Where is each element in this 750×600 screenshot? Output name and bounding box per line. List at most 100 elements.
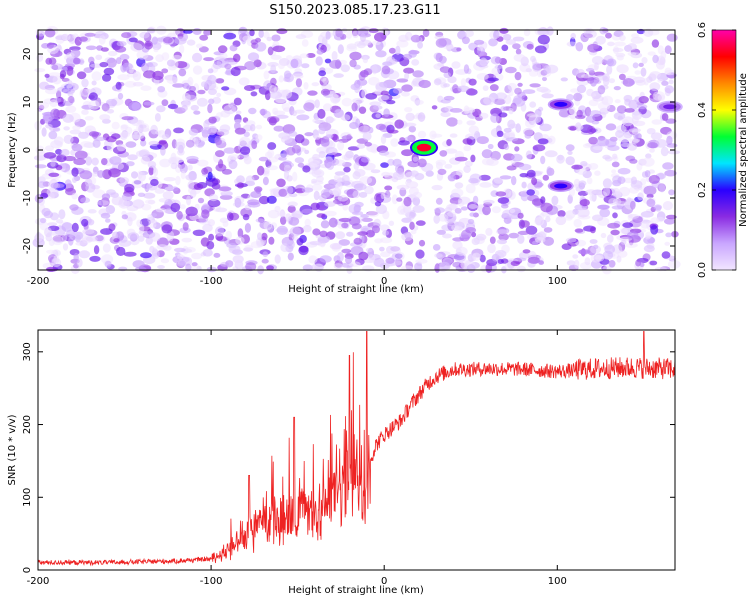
heatmap-cell xyxy=(338,217,352,223)
heatmap-cell xyxy=(410,170,419,177)
heatmap-cell xyxy=(283,70,292,79)
heatmap-cell xyxy=(170,157,184,164)
heatmap-cell xyxy=(325,134,334,139)
heatmap-cell xyxy=(446,204,457,210)
heatmap-cell xyxy=(93,245,100,255)
heatmap-cell xyxy=(600,232,607,239)
heatmap-cell xyxy=(147,214,153,221)
heatmap-cell xyxy=(442,233,452,239)
heatmap-cell xyxy=(661,113,669,121)
heatmap-cell xyxy=(85,156,93,166)
heatmap-cell xyxy=(587,125,596,135)
heatmap-cell xyxy=(302,165,311,173)
heatmap-cell xyxy=(632,62,639,69)
heatmap-cell xyxy=(81,218,89,227)
heatmap-cell xyxy=(460,78,466,87)
snr-x-ticks: -200 -100 0 100 xyxy=(27,330,567,587)
heatmap-cell xyxy=(177,253,184,260)
heatmap-cell xyxy=(302,225,312,233)
heatmap-cell xyxy=(359,176,373,185)
heatmap-cell xyxy=(355,118,361,128)
heatmap-x-ticks: -200 -100 0 100 xyxy=(27,30,567,287)
heatmap-cell xyxy=(82,228,95,235)
heatmap-cell xyxy=(364,142,373,147)
heatmap-cell xyxy=(127,154,138,161)
heatmap-cell xyxy=(179,204,186,210)
heatmap-cell xyxy=(574,259,580,269)
heatmap-cell xyxy=(634,70,641,75)
heatmap-cell xyxy=(186,195,192,206)
heatmap-cell xyxy=(565,214,573,221)
heatmap-cell xyxy=(177,149,185,156)
heatmap-cell xyxy=(318,194,327,202)
heatmap-cell xyxy=(414,262,423,272)
heatmap-cell xyxy=(404,180,412,186)
heatmap-cell xyxy=(606,65,613,75)
heatmap-feature xyxy=(416,143,432,152)
heatmap-cell xyxy=(225,260,234,268)
heatmap-cell xyxy=(225,230,232,240)
heatmap-cell xyxy=(452,237,464,242)
heatmap-cell xyxy=(151,36,158,45)
heatmap-cell xyxy=(45,266,56,272)
heatmap-cell xyxy=(44,28,56,38)
heatmap-cell xyxy=(105,98,118,107)
heatmap-cell xyxy=(58,209,66,220)
heatmap-cell xyxy=(277,62,285,70)
heatmap-cell xyxy=(511,153,523,162)
heatmap-cell xyxy=(81,109,89,115)
heatmap-cell xyxy=(627,51,637,56)
heatmap-cell xyxy=(631,176,637,185)
heatmap-cell xyxy=(371,64,378,75)
heatmap-cell xyxy=(121,116,134,121)
heatmap-cell xyxy=(132,199,145,209)
heatmap-cell xyxy=(206,266,217,273)
heatmap-cell xyxy=(285,213,292,222)
heatmap-cell xyxy=(297,162,305,168)
heatmap-cell xyxy=(261,258,269,264)
heatmap-cell xyxy=(267,116,280,124)
heatmap-cell xyxy=(149,232,161,242)
heatmap-cell xyxy=(514,146,520,152)
heatmap-cell xyxy=(83,67,93,73)
heatmap-cell xyxy=(41,127,47,137)
x-tick-label: 0 xyxy=(381,276,387,287)
heatmap-cell xyxy=(205,177,219,187)
heatmap-cell xyxy=(201,167,209,175)
heatmap-cell xyxy=(106,189,116,196)
heatmap-cell xyxy=(590,226,596,234)
colorbar-tick-label: 0.0 xyxy=(697,262,708,278)
heatmap-cell xyxy=(509,208,516,214)
heatmap-cell xyxy=(261,232,268,241)
heatmap-cell xyxy=(468,204,478,209)
heatmap-cell xyxy=(611,205,624,210)
heatmap-cell xyxy=(464,160,473,167)
heatmap-cell xyxy=(589,110,602,117)
heatmap-cell xyxy=(199,46,209,53)
heatmap-cell xyxy=(201,209,210,219)
heatmap-cell xyxy=(45,123,53,129)
heatmap-cell xyxy=(301,63,310,69)
heatmap-cell xyxy=(660,50,667,60)
heatmap-cell xyxy=(35,232,43,243)
heatmap-cell xyxy=(275,114,289,119)
heatmap-cell xyxy=(315,56,323,66)
heatmap-cell xyxy=(630,200,636,210)
heatmap-cell xyxy=(493,98,506,105)
heatmap-cell xyxy=(143,192,156,199)
heatmap-cell xyxy=(233,97,242,106)
heatmap-cell xyxy=(323,103,332,112)
heatmap-cell xyxy=(382,230,390,236)
heatmap-cell xyxy=(299,53,309,59)
heatmap-cell xyxy=(585,115,596,123)
heatmap-cell xyxy=(388,220,395,226)
heatmap-y-label: Frequency (Hz) xyxy=(7,112,18,188)
heatmap-cell xyxy=(303,82,309,90)
colorbar: 0.0 0.2 0.4 0.6 Normalized spectral amplitu… xyxy=(697,22,749,278)
heatmap-cell xyxy=(479,254,486,263)
heatmap-cell xyxy=(78,36,88,42)
heatmap-cell xyxy=(404,107,413,113)
heatmap-cell xyxy=(337,44,344,55)
heatmap-cell xyxy=(203,57,215,62)
heatmap-cell xyxy=(181,237,193,243)
